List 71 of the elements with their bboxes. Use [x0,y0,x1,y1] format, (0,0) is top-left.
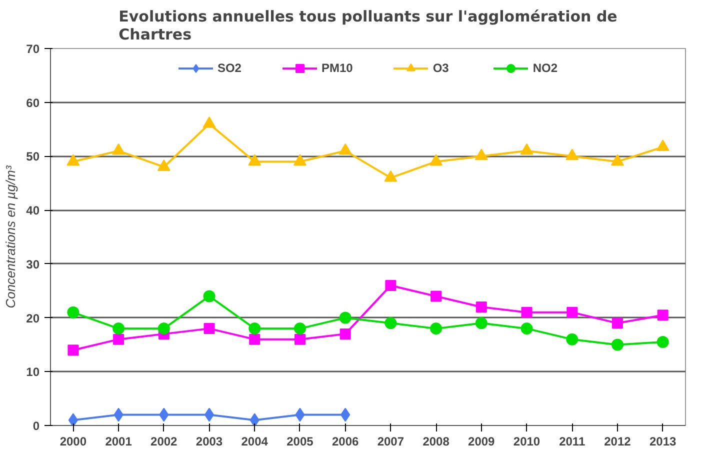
point [113,334,124,345]
point [67,306,80,318]
point [566,306,578,318]
y-tick-label: 10 [26,365,40,380]
y-tick-label: 40 [26,204,40,218]
point [520,322,533,335]
point [204,408,214,422]
y-tick-label: 50 [26,150,40,164]
point [610,154,624,166]
point [339,312,352,324]
point [157,160,170,171]
x-tick-label: 2004 [241,434,268,448]
point [612,318,623,329]
point [476,302,487,313]
x-tick-label: 2012 [604,434,632,448]
x-tick-label: 2007 [377,434,404,448]
point [430,154,443,166]
point [158,322,170,335]
point [657,310,668,321]
point [384,170,398,182]
x-tick-label: 2008 [422,434,450,448]
point [66,154,80,166]
point [202,116,216,128]
x-tick-label: 2006 [332,434,359,448]
point [248,322,261,335]
point [68,344,79,356]
y-tick-label: 70 [26,42,40,56]
x-tick-label: 2009 [468,434,496,448]
point [520,143,534,155]
point [475,317,488,330]
x-tick-label: 2010 [513,434,540,448]
point [566,148,579,160]
x-tick-label: 2000 [60,434,87,448]
point [656,140,670,152]
point [294,322,306,335]
point [474,148,488,160]
x-tick-label: 2013 [649,434,676,448]
point [430,290,442,302]
y-tick-label: 20 [26,311,40,326]
y-axis-title: Concentrations en µg/m³ [3,165,18,308]
point [611,338,624,351]
y-tick-label: 0 [32,419,40,433]
point [385,280,396,291]
point [203,290,216,302]
point [566,333,578,346]
y-tick-label: 30 [26,257,40,272]
point [384,317,397,330]
point [340,328,351,340]
point [338,143,352,155]
point [293,154,306,166]
y-tick-label: 60 [26,96,40,110]
legend-label: NO2 [532,61,558,75]
legend-label: SO2 [217,61,242,75]
point [294,334,306,345]
point [248,154,262,166]
point [249,334,260,345]
x-tick-label: 2002 [150,434,178,448]
x-tick-label: 2001 [105,434,132,448]
x-tick-label: 2003 [196,434,223,448]
legend-label: PM10 [321,61,353,75]
chart-title: Evolutions annuelles tous polluants sur l'agglomération de Chartres [118,8,618,44]
point [656,336,669,348]
x-tick-label: 2005 [286,434,314,448]
x-tick-label: 2011 [559,434,586,448]
point [112,322,125,335]
point [204,323,215,334]
point [521,306,532,318]
point [112,143,126,155]
point [430,322,442,335]
point [340,408,350,422]
legend-label: O3 [432,61,450,75]
